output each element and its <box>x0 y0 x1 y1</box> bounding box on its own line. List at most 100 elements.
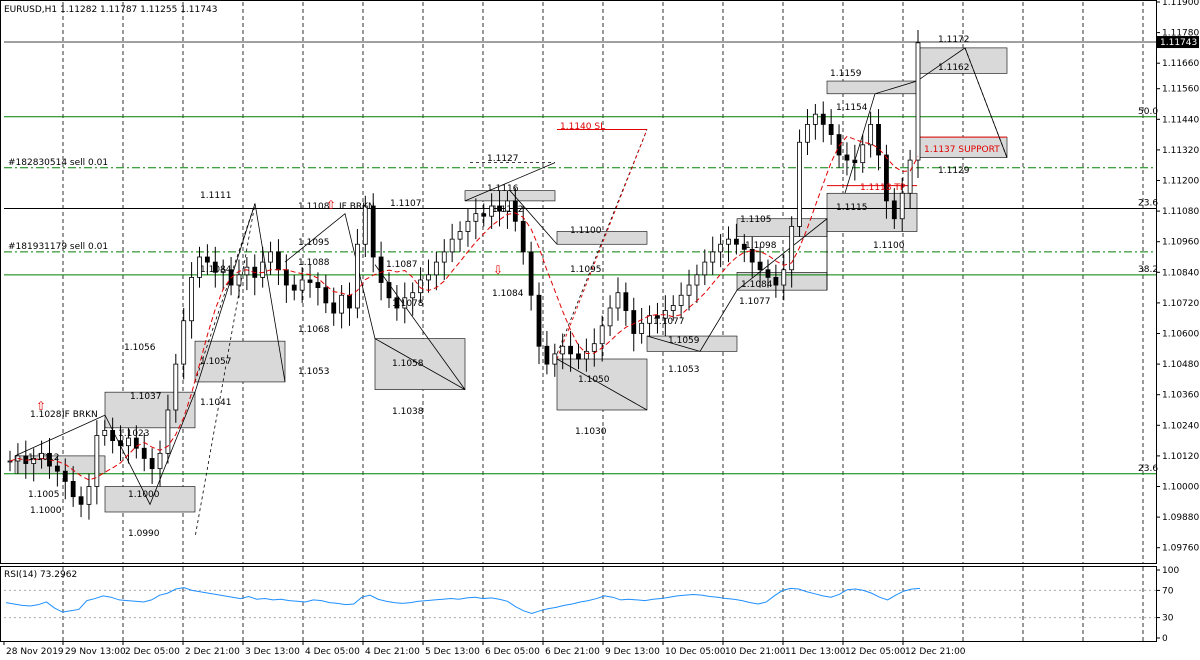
candle-body <box>907 159 913 194</box>
candle-body <box>149 458 155 470</box>
candle-body <box>7 460 13 463</box>
candle-body <box>386 282 392 299</box>
candle-body <box>718 243 724 253</box>
candle-body <box>236 274 242 286</box>
candle-body <box>497 205 502 212</box>
order-label: #182830514 sell 0.01 <box>8 158 108 168</box>
candle-body <box>670 305 676 311</box>
arrow-up-icon: ⇧ <box>326 198 336 212</box>
price-tick-label: 1.11320 <box>1162 146 1199 156</box>
price-annotation: 1.1023 <box>118 429 150 439</box>
candle-body <box>394 297 400 309</box>
candle-body <box>765 269 771 278</box>
price-annotation: 1.1053 <box>298 367 330 377</box>
price-tick-label: 1.10840 <box>1162 268 1199 278</box>
candle-body <box>268 251 273 263</box>
trend-line <box>284 212 466 390</box>
time-tick-label: 5 Dec 13:00 <box>425 647 480 657</box>
candle-body <box>102 429 108 436</box>
rsi-line <box>5 587 921 615</box>
time-tick-label: 9 Dec 13:00 <box>605 647 660 657</box>
price-annotation: 1.1087 <box>386 260 418 270</box>
price-annotation: 1.1127 <box>487 154 519 164</box>
candle-body <box>860 144 866 164</box>
price-tick-label: 1.10000 <box>1162 483 1199 493</box>
candle-body <box>141 447 147 459</box>
time-axis[interactable]: 28 Nov 2019 29 Nov 13:00 2 Dec 05:00 2 Dec … <box>3 641 966 657</box>
candle-body <box>110 429 116 441</box>
candle-body <box>702 261 708 276</box>
arrow-up-icon: ⇧ <box>36 399 46 413</box>
price-annotation: 1.1028 <box>30 410 62 420</box>
candle-body <box>78 496 84 505</box>
price-zone <box>646 335 738 352</box>
candle-body <box>836 134 842 156</box>
price-tick-label: 1.10360 <box>1162 391 1199 401</box>
price-annotation: 1.1059 <box>668 336 700 346</box>
price-tick-label: 1.10120 <box>1162 452 1199 462</box>
fib-level-label: 50.0 <box>1138 107 1158 117</box>
candle-body <box>347 294 352 309</box>
time-tick-label: 4 Dec 21:00 <box>365 647 420 657</box>
candle-body <box>710 251 716 263</box>
rsi-tick-label: 100 <box>1162 566 1179 576</box>
projection-line <box>194 203 256 538</box>
price-annotation: 1.1000 <box>128 490 160 500</box>
price-annotation: 1.1084 <box>492 289 524 299</box>
grid <box>62 2 1144 641</box>
candle-body <box>465 220 471 232</box>
candle-body <box>884 154 889 202</box>
time-tick-label: 12 Dec 05:00 <box>845 647 906 657</box>
candle-body <box>197 256 202 278</box>
price-annotation: 1.1068 <box>298 325 330 335</box>
price-annotation: 1.1057 <box>200 357 232 367</box>
candle-body <box>623 292 629 311</box>
candle-body <box>891 200 897 220</box>
candle-body <box>505 200 510 212</box>
price-annotation: 1.1084 <box>741 280 773 290</box>
candle-body <box>899 192 905 220</box>
price-annotation: 1.1098 <box>745 241 777 251</box>
time-tick-label: 6 Dec 05:00 <box>485 647 540 657</box>
price-tick-label: 1.10480 <box>1162 360 1199 370</box>
price-annotation: 1.1050 <box>578 375 610 385</box>
candle-body <box>694 274 700 286</box>
horizontal-levels: 50.0 38.2 23.6 23.6 #182830514 sell 0.01 #181… <box>4 41 1158 475</box>
price-annotation: 1.1115 <box>836 203 868 213</box>
price-tick-label: 1.10960 <box>1162 238 1199 248</box>
candle-body <box>781 269 787 286</box>
candle-body <box>133 437 139 449</box>
price-zone <box>826 80 918 95</box>
price-annotation: 1.1137 SUPPORT <box>924 145 1000 155</box>
price-annotation: 1.1095 <box>298 238 330 248</box>
candle-body <box>686 284 692 296</box>
price-annotation: 1.1107 <box>390 199 422 209</box>
candle-body <box>805 124 810 143</box>
candle-body <box>599 325 605 345</box>
price-annotation: IF BRKN <box>339 202 375 212</box>
candle-body <box>773 276 779 286</box>
rsi-tick-label: 70 <box>1162 586 1174 596</box>
price-annotation: 1.1030 <box>575 427 607 437</box>
rsi-panel[interactable]: 100 70 30 0 <box>4 566 1179 644</box>
symbol-info: EURUSD,H1 1.11282 1.11787 1.11255 1.1174… <box>4 5 217 15</box>
candle-body <box>552 353 558 365</box>
price-annotation: 1.1129 <box>938 166 970 176</box>
candle-body <box>307 279 313 283</box>
trend-line <box>556 358 648 411</box>
candle-body <box>481 213 487 217</box>
candle-body <box>315 282 321 288</box>
candle-body <box>70 480 76 498</box>
candle-body <box>560 345 566 355</box>
price-tick-label: 1.10600 <box>1162 330 1199 340</box>
price-axis[interactable]: 1.11900 1.11780 1.11660 1.11560 1.11440 1.113… <box>1156 0 1199 554</box>
candle-body <box>568 345 573 355</box>
price-annotation: 1.1140 SL <box>560 122 605 132</box>
price-annotation: 1.1058 <box>392 359 424 369</box>
price-annotation: 1.1078 <box>392 299 424 309</box>
candle-body <box>426 274 431 281</box>
price-annotation: 1.1172 <box>938 35 970 45</box>
price-annotation: 1.1088 <box>298 258 330 268</box>
price-tick-label: 1.11660 <box>1162 59 1199 69</box>
